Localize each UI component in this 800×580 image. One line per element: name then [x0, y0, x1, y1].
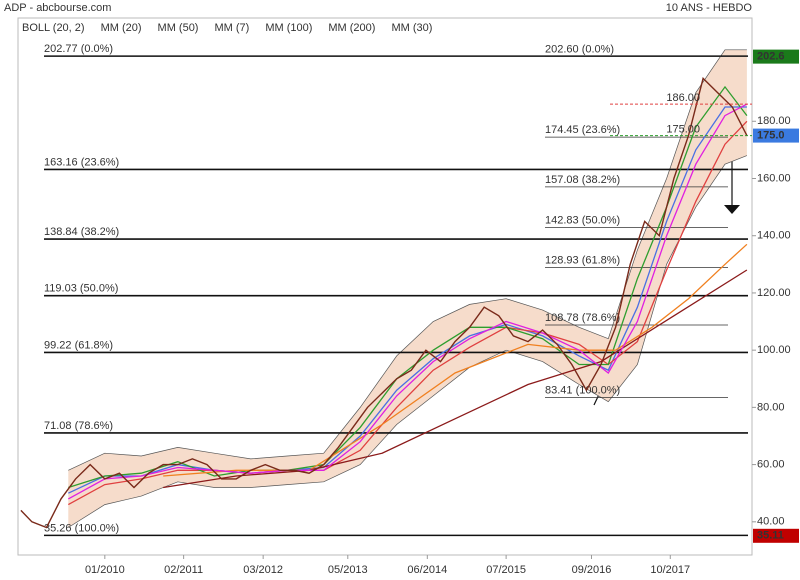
- x-tick-label: 09/2016: [572, 564, 612, 576]
- fib-label: 202.60 (0.0%): [545, 44, 614, 56]
- fib-label: 174.45 (23.6%): [545, 124, 620, 136]
- x-tick-label: 02/2011: [164, 564, 203, 576]
- band-line: [68, 49, 747, 471]
- fib-label: 35.26 (100.0%): [44, 522, 119, 534]
- y-tick-label: 80.00: [757, 401, 785, 413]
- fib-label: 157.08 (38.2%): [545, 174, 620, 186]
- ma-line: [67, 120, 748, 506]
- price-tag-label: 175.0: [757, 129, 785, 141]
- x-tick-label: 01/2010: [85, 564, 125, 576]
- legend-label: MM (200): [328, 22, 375, 34]
- fib-label: 202.77 (0.0%): [44, 43, 113, 55]
- ma-line: [68, 85, 748, 489]
- fib-label: 163.16 (23.6%): [44, 156, 119, 168]
- fib-label: 138.84 (38.2%): [44, 226, 119, 238]
- ma-line: [67, 103, 748, 500]
- fib-label: 128.93 (61.8%): [545, 254, 620, 266]
- y-tick-label: 180.00: [757, 115, 791, 127]
- price-tag: [753, 528, 799, 543]
- y-tick-label: 160.00: [757, 172, 791, 184]
- x-tick-label: 10/2017: [650, 564, 690, 576]
- y-tick-label: 60.00: [757, 459, 785, 471]
- chart-title: ADP - abcbourse.com: [4, 2, 111, 14]
- chart-subtitle: 10 ANS - HEBDO: [666, 2, 753, 14]
- fib-label: 83.41 (100.0%): [545, 385, 620, 397]
- x-tick-label: 06/2014: [407, 564, 447, 576]
- y-tick-label: 140.00: [757, 230, 791, 242]
- price-tag-label: 35.11: [757, 530, 784, 542]
- x-tick-label: 03/2012: [243, 564, 283, 576]
- legend-label: MM (20): [101, 22, 142, 34]
- y-tick-label: 120.00: [757, 287, 791, 299]
- price-tag: [753, 128, 799, 143]
- legend-label: MM (100): [265, 22, 312, 34]
- level-label: 186.00: [666, 92, 700, 104]
- fib-label: 99.22 (61.8%): [44, 339, 113, 351]
- price-tag: [753, 49, 799, 64]
- legend-label: MM (50): [158, 22, 199, 34]
- legend-label: MM (7): [214, 22, 249, 34]
- x-tick-label: 07/2015: [486, 564, 526, 576]
- y-tick-label: 100.00: [757, 344, 791, 356]
- legend-label: BOLL (20, 2): [22, 22, 85, 34]
- plot-frame: [17, 17, 753, 556]
- price-tag-label: 202.6: [757, 51, 785, 63]
- fib-label: 142.83 (50.0%): [545, 215, 620, 227]
- price-line: [20, 77, 748, 529]
- band-fill: [68, 49, 747, 528]
- level-label: 175.00: [666, 123, 700, 135]
- legend-label: MM (30): [391, 22, 432, 34]
- arrow-head: [724, 205, 740, 214]
- fib-label: 108.78 (78.6%): [545, 312, 620, 324]
- ma-line: [163, 269, 748, 489]
- fib-label: 71.08 (78.6%): [44, 420, 113, 432]
- x-tick-label: 05/2013: [328, 564, 368, 576]
- fib-label: 119.03 (50.0%): [44, 283, 118, 295]
- y-tick-label: 40.00: [757, 516, 785, 528]
